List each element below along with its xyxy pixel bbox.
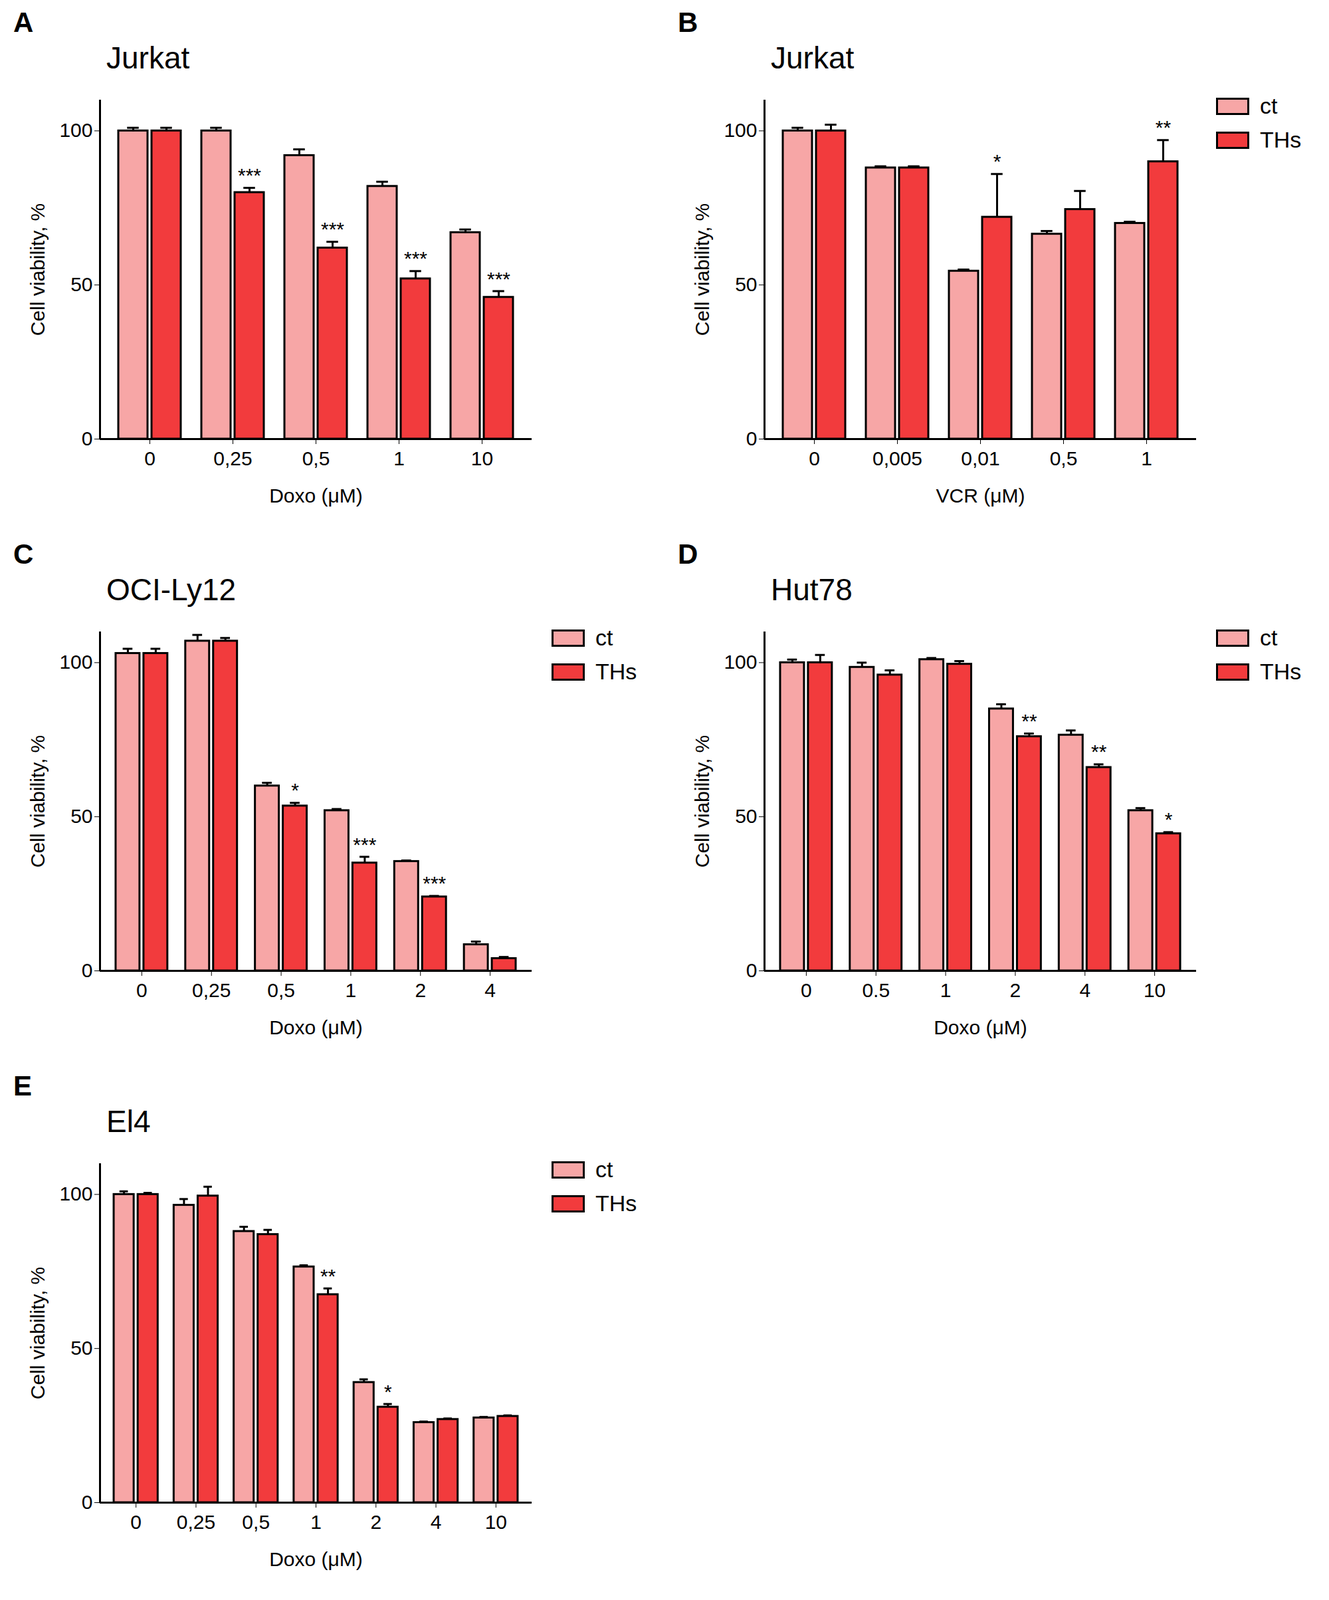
svg-text:2: 2 [414, 978, 426, 1001]
svg-text:*: * [993, 150, 1002, 173]
html-text:A: A [13, 6, 34, 38]
svg-text:1: 1 [310, 1510, 322, 1533]
html-text:Hut78: Hut78 [770, 572, 853, 607]
svg-text:10: 10 [471, 447, 494, 470]
svg-text:100: 100 [723, 118, 757, 141]
html-text:ct: ct [595, 624, 614, 650]
svg-text:1: 1 [940, 978, 952, 1001]
svg-text:***: *** [352, 833, 377, 856]
svg-text:Cell viability, %: Cell viability, % [26, 1266, 49, 1400]
html-text:Jurkat: Jurkat [106, 40, 190, 76]
svg-text:***: *** [404, 247, 428, 270]
html-text:ct: ct [1259, 624, 1278, 650]
html-text:E: E [13, 1069, 32, 1102]
svg-text:***: *** [487, 267, 511, 290]
html-text:THs: THs [1259, 126, 1302, 153]
svg-text:50: 50 [734, 804, 757, 827]
svg-text:Cell viability, %: Cell viability, % [26, 734, 49, 868]
svg-text:0: 0 [81, 958, 94, 981]
svg-text:0,5: 0,5 [267, 978, 296, 1001]
svg-text:0,01: 0,01 [960, 447, 1000, 470]
svg-text:100: 100 [723, 650, 757, 673]
html-text:Jurkat: Jurkat [770, 40, 855, 76]
svg-text:0,25: 0,25 [213, 447, 252, 470]
svg-text:***: *** [422, 871, 446, 894]
svg-text:***: *** [237, 164, 262, 187]
svg-text:1: 1 [1140, 447, 1153, 470]
html-text:B: B [677, 6, 698, 38]
svg-text:0,005: 0,005 [872, 447, 923, 470]
svg-text:**: ** [1091, 740, 1108, 763]
svg-text:*: * [384, 1380, 393, 1403]
svg-text:*: * [1164, 808, 1173, 830]
svg-text:**: ** [1155, 116, 1172, 139]
html-text:THs: THs [1259, 658, 1302, 684]
svg-text:0: 0 [800, 978, 813, 1001]
svg-text:10: 10 [485, 1510, 508, 1533]
svg-text:50: 50 [70, 1336, 93, 1359]
svg-text:0,5: 0,5 [302, 447, 331, 470]
svg-text:50: 50 [734, 273, 757, 296]
svg-text:0: 0 [130, 1510, 142, 1533]
svg-text:2: 2 [370, 1510, 382, 1533]
svg-text:Doxo (μM): Doxo (μM) [933, 1016, 1028, 1038]
svg-text:50: 50 [70, 273, 93, 296]
svg-text:0.5: 0.5 [861, 978, 890, 1001]
svg-text:2: 2 [1010, 978, 1022, 1001]
svg-text:100: 100 [59, 650, 93, 673]
svg-text:Cell viability, %: Cell viability, % [691, 203, 714, 337]
html-text:OCI-Ly12: OCI-Ly12 [106, 572, 236, 607]
svg-text:100: 100 [59, 1182, 93, 1205]
html-text:THs: THs [595, 658, 637, 684]
svg-text:***: *** [320, 217, 345, 240]
svg-text:**: ** [1021, 709, 1038, 732]
svg-text:0: 0 [144, 447, 156, 470]
svg-text:0,25: 0,25 [176, 1510, 216, 1533]
svg-text:Doxo (μM): Doxo (μM) [269, 1547, 363, 1570]
svg-text:0: 0 [81, 1490, 94, 1513]
html-text:D: D [677, 538, 698, 570]
svg-text:VCR (μM): VCR (μM) [936, 484, 1026, 507]
html-text:ct: ct [1259, 93, 1278, 119]
svg-text:Doxo (μM): Doxo (μM) [269, 484, 363, 507]
svg-text:1: 1 [345, 978, 357, 1001]
svg-text:100: 100 [59, 118, 93, 141]
svg-text:4: 4 [430, 1510, 442, 1533]
svg-text:Cell viability, %: Cell viability, % [26, 203, 49, 337]
svg-text:Doxo (μM): Doxo (μM) [269, 1016, 363, 1038]
svg-text:1: 1 [393, 447, 405, 470]
html-text:ct: ct [595, 1156, 614, 1182]
html-text:C: C [13, 538, 34, 570]
svg-text:*: * [291, 778, 300, 801]
svg-text:50: 50 [70, 804, 93, 827]
svg-text:0: 0 [808, 447, 820, 470]
svg-text:4: 4 [1079, 978, 1091, 1001]
svg-text:0: 0 [746, 427, 758, 450]
svg-text:0,5: 0,5 [1049, 447, 1078, 470]
svg-text:**: ** [320, 1264, 337, 1287]
html-text:El4: El4 [106, 1103, 151, 1139]
svg-text:0: 0 [81, 427, 94, 450]
svg-text:0,5: 0,5 [241, 1510, 270, 1533]
svg-text:0,25: 0,25 [192, 978, 231, 1001]
svg-text:0: 0 [136, 978, 148, 1001]
html-text:THs: THs [595, 1190, 637, 1216]
svg-text:Cell viability, %: Cell viability, % [691, 734, 714, 868]
svg-text:10: 10 [1143, 978, 1166, 1001]
svg-text:4: 4 [484, 978, 496, 1001]
svg-text:0: 0 [746, 958, 758, 981]
